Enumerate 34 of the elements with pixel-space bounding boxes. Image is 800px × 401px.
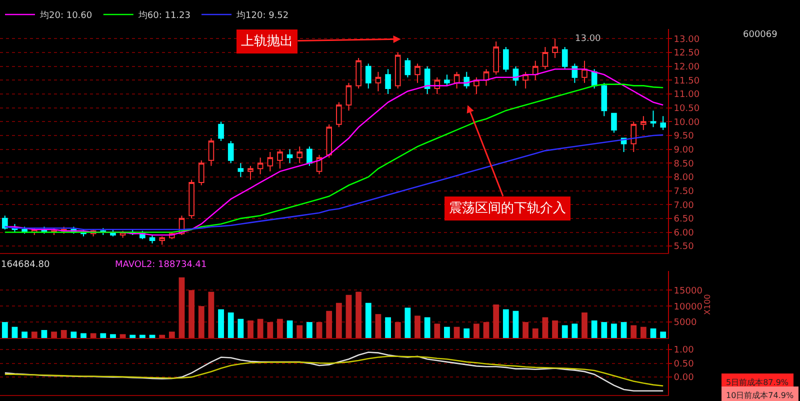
text: MAVOL2: 188734.41 xyxy=(115,260,207,270)
y-tick-label: 7.50 xyxy=(674,186,694,197)
y-tick-label: 5000 xyxy=(674,318,697,328)
y-tick-label: 10.50 xyxy=(674,104,700,114)
y-tick-label: 6.00 xyxy=(674,228,694,238)
y-tick-label: 12.50 xyxy=(674,48,700,59)
legend-label: 均120: 9.52 xyxy=(236,10,289,22)
y-tick-label: 15000 xyxy=(674,286,703,296)
y-tick-label: 11.50 xyxy=(674,76,700,86)
y-tick-label: 9.50 xyxy=(674,132,694,142)
text: 10日前成本74.9% xyxy=(726,391,794,400)
legend-label: 均20: 10.60 xyxy=(39,10,92,22)
y-tick-label: 10000 xyxy=(674,302,703,312)
y-tick-label: 0.00 xyxy=(674,373,694,384)
text: 164684.80 xyxy=(1,260,50,270)
y-tick-label: 0.50 xyxy=(674,359,694,370)
y-tick-label: 8.50 xyxy=(674,159,694,170)
y-tick-label: 7.00 xyxy=(674,200,694,211)
y-tick-label: 1.00 xyxy=(674,346,694,356)
y-tick-label: 13.00 xyxy=(674,34,700,45)
y-axis-title: X100 xyxy=(702,294,712,315)
y-tick-label: 6.50 xyxy=(674,214,694,225)
legend-label: 均60: 11.23 xyxy=(137,10,191,22)
y-tick-label: 5.50 xyxy=(674,242,694,252)
y-tick-label: 11.00 xyxy=(674,90,700,100)
y-tick-label: 10.00 xyxy=(674,118,700,128)
text: 600069 xyxy=(743,30,778,40)
y-tick-label: 9.00 xyxy=(674,145,694,156)
annotation: 上轨抛出 xyxy=(241,34,293,49)
y-tick-label: 12.00 xyxy=(674,62,700,72)
annotation: 震荡区间的下轨介入 xyxy=(449,201,566,216)
annotation: 13.00 xyxy=(575,34,602,44)
y-tick-label: 8.00 xyxy=(674,173,694,184)
text: 5日前成本87.9% xyxy=(726,378,789,387)
